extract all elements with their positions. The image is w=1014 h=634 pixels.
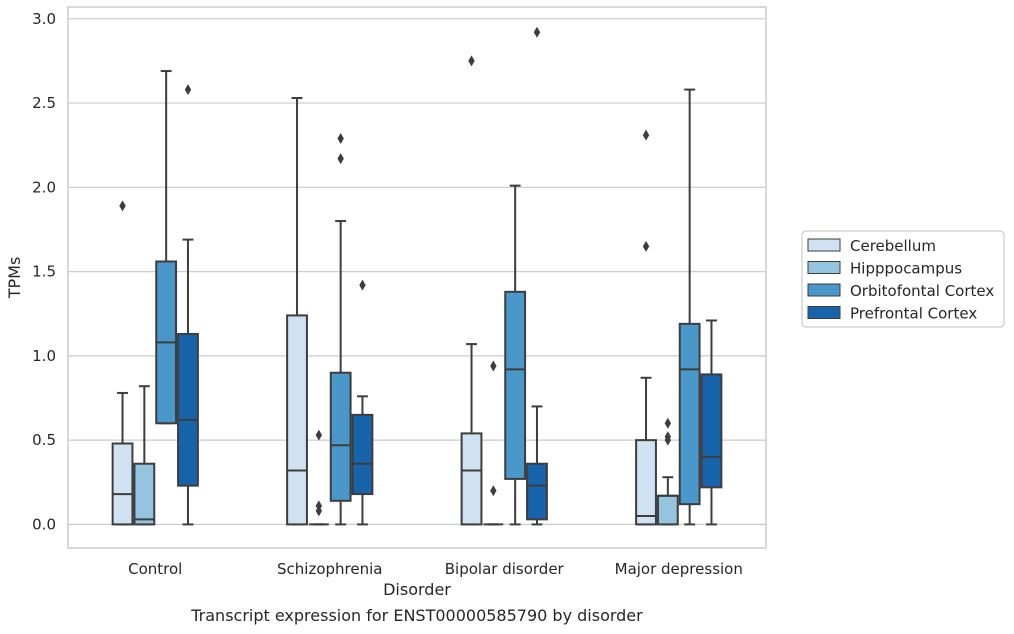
y-tick-label: 2.0: [32, 178, 56, 196]
outlier-point: [184, 84, 192, 96]
outlier-point: [642, 240, 650, 252]
box-body: [526, 462, 548, 521]
box-hipppocampus: [483, 360, 504, 526]
box-cerebellum: [460, 55, 483, 526]
legend-swatch: [807, 261, 841, 274]
box-orbitofontal-cortex: [329, 132, 352, 526]
box-groups: [111, 26, 723, 526]
outlier-point: [642, 129, 650, 141]
box-cerebellum: [635, 129, 657, 526]
y-tick-label: 0.0: [32, 515, 56, 533]
box-body: [700, 373, 723, 489]
outlier-point: [664, 417, 672, 429]
box-body: [635, 439, 657, 526]
box-body: [133, 462, 156, 526]
box-body: [351, 413, 374, 496]
x-tick-label: Schizophrenia: [277, 560, 382, 578]
outlier-point: [359, 279, 366, 291]
legend-swatch: [807, 306, 841, 319]
outlier-point: [315, 429, 323, 441]
x-tick-label: Control: [128, 560, 182, 578]
outlier-point: [337, 132, 344, 144]
legend-label: Orbitofontal Cortex: [850, 282, 994, 300]
box-orbitofontal-cortex: [678, 88, 701, 526]
outlier-point: [664, 434, 672, 446]
y-axis-label: TPMs: [5, 257, 24, 300]
x-axis-ticks: Control Schizophrenia Bipolar disorder Majo…: [128, 560, 743, 578]
legend-label: Prefrontal Cortex: [850, 305, 977, 323]
box-orbitofontal-cortex: [504, 184, 527, 526]
y-tick-label: 2.5: [32, 94, 56, 112]
outlier-point: [315, 505, 323, 517]
box-cerebellum: [111, 200, 134, 526]
legend-frame: [801, 230, 1005, 328]
box-body: [678, 322, 701, 506]
x-axis-label: Disorder: [383, 580, 451, 599]
outlier-point: [468, 55, 475, 67]
box-body: [504, 290, 527, 480]
box-prefrontal-cortex: [526, 26, 548, 526]
box-prefrontal-cortex: [177, 84, 199, 526]
box-cerebellum: [286, 97, 308, 526]
box-prefrontal-cortex: [700, 319, 723, 526]
outlier-point: [119, 200, 126, 212]
legend-swatch: [807, 238, 841, 252]
box-prefrontal-cortex: [351, 279, 374, 526]
y-tick-label: 3.0: [32, 10, 56, 28]
legend: Cerebellum Hipppocampus Orbitofontal Corte…: [801, 230, 1005, 328]
box-body: [329, 371, 352, 502]
figure-caption: Transcript expression for ENST0000058579…: [191, 606, 643, 625]
x-tick-label: Major depression: [615, 560, 743, 578]
box-hipppocampus: [133, 385, 156, 526]
y-axis-ticks: 0.0 0.5 1.0 1.5 2.0 2.5 3.0: [32, 10, 56, 534]
legend-label: Cerebellum: [850, 237, 936, 255]
outlier-point: [337, 153, 344, 165]
x-tick-label: Bipolar disorder: [445, 560, 565, 578]
legend-label: Hipppocampus: [850, 260, 962, 278]
box-body: [460, 432, 483, 526]
outlier-point: [490, 485, 497, 497]
legend-swatch: [807, 283, 841, 297]
outlier-point: [533, 26, 541, 38]
y-tick-label: 1.5: [32, 263, 56, 281]
box-body: [286, 314, 308, 526]
plot-frame: [67, 6, 767, 549]
outlier-point: [490, 360, 497, 372]
box-orbitofontal-cortex: [155, 70, 178, 425]
box-body: [656, 494, 679, 526]
box-hipppocampus: [308, 429, 329, 526]
box-hipppocampus: [656, 417, 679, 526]
y-tick-label: 0.5: [32, 431, 56, 449]
box-body: [111, 442, 134, 526]
box-body: [177, 332, 199, 487]
y-tick-label: 1.0: [32, 347, 56, 365]
